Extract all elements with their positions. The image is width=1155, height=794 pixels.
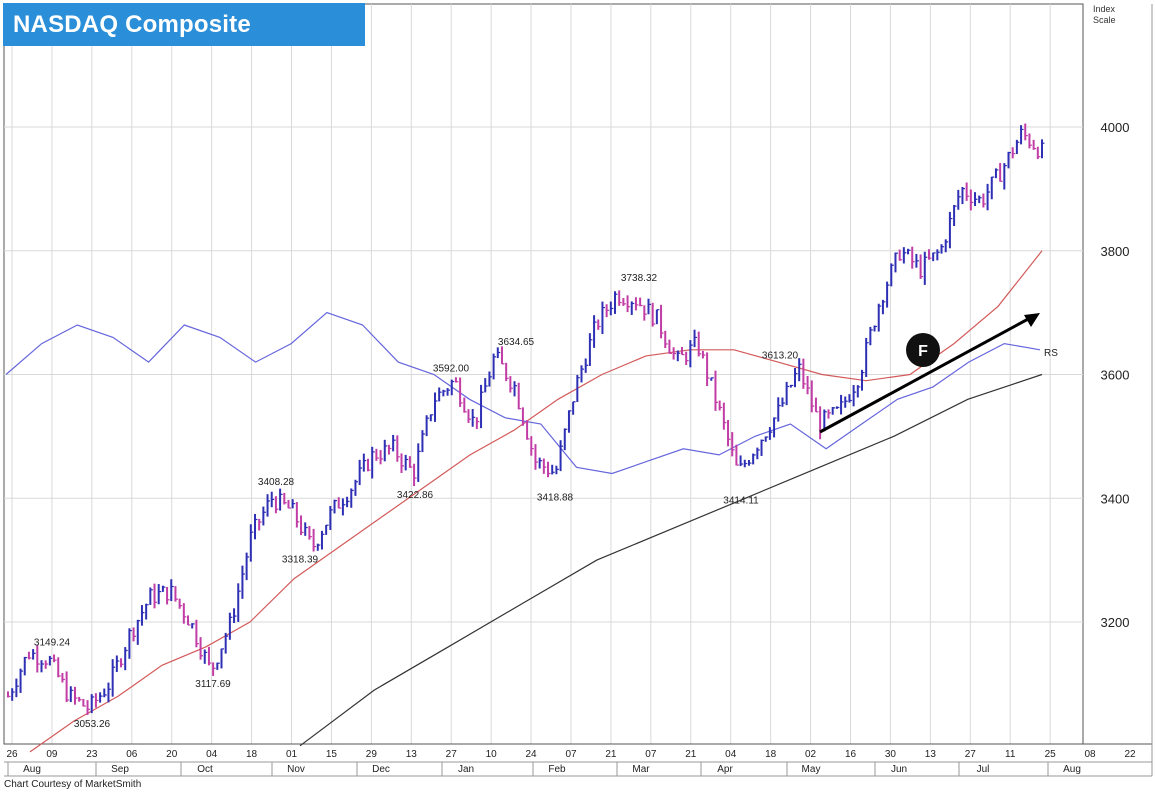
y-tick-label: 3400	[1101, 491, 1130, 506]
x-day-tick-label: 04	[725, 749, 737, 760]
x-day-tick-label: 29	[366, 749, 378, 760]
x-month-label: Jul	[977, 764, 990, 775]
x-month-label: May	[802, 764, 821, 775]
x-day-tick-label: 07	[565, 749, 577, 760]
x-day-tick-label: 23	[86, 749, 98, 760]
y-tick-label: 3600	[1101, 368, 1130, 383]
x-month-label: Sep	[111, 764, 129, 775]
x-day-tick-label: 27	[965, 749, 977, 760]
x-day-tick-label: 04	[206, 749, 218, 760]
x-day-tick-label: 24	[526, 749, 538, 760]
price-annotation: 3634.65	[498, 337, 535, 348]
x-month-label: Jun	[891, 764, 907, 775]
x-day-tick-label: 16	[845, 749, 857, 760]
chart-title: NASDAQ Composite	[13, 11, 251, 38]
price-annotation: 3418.88	[537, 493, 574, 504]
price-annotation: 3117.69	[195, 679, 231, 690]
price-annotation: 3053.26	[74, 719, 111, 730]
x-day-tick-label: 09	[46, 749, 58, 760]
x-month-label: Dec	[372, 764, 390, 775]
x-day-tick-label: 01	[286, 749, 298, 760]
x-month-label: Mar	[632, 764, 650, 775]
index-scale-line-2: Scale	[1093, 15, 1116, 25]
x-month-label: Apr	[717, 764, 733, 775]
price-annotation: 3592.00	[433, 363, 470, 374]
y-tick-label: 3800	[1101, 244, 1130, 259]
x-day-tick-label: 25	[1045, 749, 1057, 760]
rs-label: RS	[1044, 348, 1058, 359]
chart-credit: Chart Courtesy of MarketSmith	[4, 779, 142, 790]
price-annotation: 3149.24	[34, 637, 71, 648]
x-day-tick-label: 06	[126, 749, 138, 760]
x-day-tick-label: 07	[645, 749, 657, 760]
x-month-label: Feb	[548, 764, 566, 775]
x-day-tick-label: 18	[246, 749, 258, 760]
trend-arrow-head	[1024, 313, 1040, 327]
y-tick-label: 4000	[1101, 120, 1130, 135]
price-annotation: 3414.11	[723, 496, 759, 507]
ma200-line	[299, 373, 1043, 747]
x-day-tick-label: 21	[605, 749, 617, 760]
x-month-label: Nov	[287, 764, 305, 775]
x-month-label: Aug	[23, 764, 41, 775]
price-annotation: 3422.86	[397, 490, 434, 501]
x-day-tick-label: 10	[486, 749, 498, 760]
x-day-tick-label: 20	[166, 749, 178, 760]
price-annotation: 3738.32	[621, 273, 658, 284]
x-day-tick-label: 02	[805, 749, 817, 760]
x-day-tick-label: 30	[885, 749, 897, 760]
price-annotation: 3408.28	[258, 477, 295, 488]
flag-marker-label: F	[918, 343, 928, 360]
x-day-tick-label: 11	[1005, 749, 1016, 760]
x-day-tick-label: 27	[446, 749, 458, 760]
x-month-label: Aug	[1063, 764, 1081, 775]
title-banner: NASDAQ Composite	[3, 3, 365, 46]
trend-arrow-line	[819, 316, 1031, 434]
x-day-tick-label: 15	[326, 749, 338, 760]
x-month-label: Jan	[458, 764, 474, 775]
x-day-tick-label: 18	[765, 749, 777, 760]
x-day-tick-label: 13	[406, 749, 418, 760]
price-annotation: 3613.20	[762, 350, 799, 361]
price-annotation: 3318.39	[282, 555, 319, 566]
index-scale-line-1: Index	[1093, 4, 1116, 14]
x-day-tick-label: 13	[925, 749, 937, 760]
x-day-tick-label: 21	[685, 749, 697, 760]
x-day-tick-label: 26	[6, 749, 18, 760]
x-day-tick-label: 22	[1124, 749, 1136, 760]
x-day-tick-label: 08	[1085, 749, 1097, 760]
x-month-label: Oct	[197, 764, 213, 775]
index-scale-label: Index Scale	[1093, 4, 1116, 26]
ma50-line	[29, 250, 1043, 753]
flag-marker	[906, 333, 940, 367]
y-tick-label: 3200	[1101, 615, 1130, 630]
